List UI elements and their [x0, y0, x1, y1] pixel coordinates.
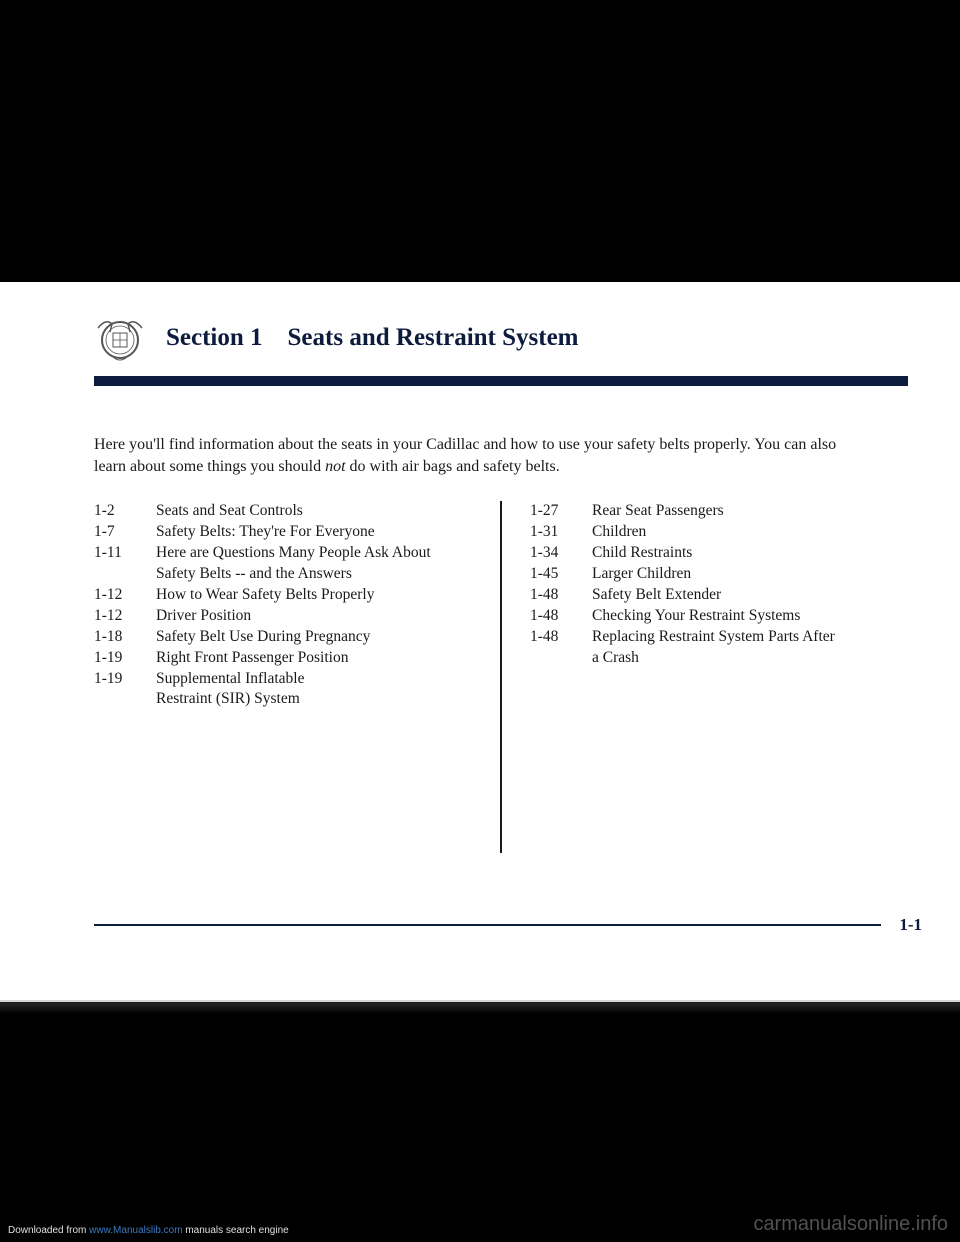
toc-entry: 1-48Safety Belt Extender [530, 585, 908, 606]
toc-entry: a Crash [530, 648, 908, 669]
toc-entry-title: Supplemental Inflatable [156, 669, 472, 690]
toc-entry-title: Safety Belts -- and the Answers [156, 564, 472, 585]
toc-entry: Restraint (SIR) System [94, 689, 472, 710]
toc-entry: 1-31Children [530, 522, 908, 543]
toc-entry: 1-45Larger Children [530, 564, 908, 585]
toc-entry-title: How to Wear Safety Belts Properly [156, 585, 472, 606]
cadillac-emblem-icon [94, 312, 146, 364]
toc-entry: 1-48Checking Your Restraint Systems [530, 606, 908, 627]
toc-page-ref: 1-48 [530, 606, 592, 627]
toc-left-column: 1-2Seats and Seat Controls1-7Safety Belt… [94, 501, 500, 853]
toc-entry-title: Children [592, 522, 908, 543]
toc-page-ref [530, 648, 592, 669]
toc-page-ref [94, 564, 156, 585]
toc-page-ref: 1-18 [94, 627, 156, 648]
download-attribution: Downloaded from www.Manualslib.com manua… [8, 1225, 289, 1236]
toc-entry-title: Safety Belt Extender [592, 585, 908, 606]
toc-entry-title: Child Restraints [592, 543, 908, 564]
toc-entry: 1-34Child Restraints [530, 543, 908, 564]
toc-entry-title: Seats and Seat Controls [156, 501, 472, 522]
toc-entry: 1-12Driver Position [94, 606, 472, 627]
toc-entry: 1-11Here are Questions Many People Ask A… [94, 543, 472, 564]
toc-entry: 1-27Rear Seat Passengers [530, 501, 908, 522]
toc-entry-title: Checking Your Restraint Systems [592, 606, 908, 627]
toc-page-ref: 1-12 [94, 585, 156, 606]
toc-entry: 1-19Supplemental Inflatable [94, 669, 472, 690]
toc-entry: 1-18Safety Belt Use During Pregnancy [94, 627, 472, 648]
toc-page-ref: 1-12 [94, 606, 156, 627]
toc-entry-title: Driver Position [156, 606, 472, 627]
toc-entry: 1-12How to Wear Safety Belts Properly [94, 585, 472, 606]
toc-entry-title: Rear Seat Passengers [592, 501, 908, 522]
toc-page-ref: 1-34 [530, 543, 592, 564]
toc-page-ref: 1-48 [530, 585, 592, 606]
section-header: Section 1 Seats and Restraint System [94, 312, 908, 364]
toc-entry-title: Safety Belt Use During Pregnancy [156, 627, 472, 648]
toc-entry-title: Larger Children [592, 564, 908, 585]
toc-page-ref: 1-2 [94, 501, 156, 522]
toc-entry-title: a Crash [592, 648, 908, 669]
toc-right-column: 1-27Rear Seat Passengers1-31Children1-34… [502, 501, 908, 853]
toc-entry: 1-2Seats and Seat Controls [94, 501, 472, 522]
header-divider-bar [94, 376, 908, 386]
watermark-text: carmanualsonline.info [753, 1213, 948, 1236]
toc-entry: Safety Belts -- and the Answers [94, 564, 472, 585]
page-number: 1-1 [881, 915, 922, 935]
table-of-contents: 1-2Seats and Seat Controls1-7Safety Belt… [94, 501, 908, 853]
toc-page-ref: 1-19 [94, 648, 156, 669]
toc-entry: 1-19Right Front Passenger Position [94, 648, 472, 669]
toc-entry-title: Right Front Passenger Position [156, 648, 472, 669]
toc-entry: 1-48Replacing Restraint System Parts Aft… [530, 627, 908, 648]
toc-page-ref: 1-31 [530, 522, 592, 543]
footer-rule [94, 924, 922, 926]
toc-page-ref: 1-45 [530, 564, 592, 585]
intro-paragraph: Here you'll find information about the s… [94, 434, 908, 477]
toc-entry: 1-7Safety Belts: They're For Everyone [94, 522, 472, 543]
toc-page-ref: 1-27 [530, 501, 592, 522]
page-edge-shadow [0, 1000, 960, 1014]
toc-entry-title: Here are Questions Many People Ask About [156, 543, 472, 564]
toc-page-ref: 1-7 [94, 522, 156, 543]
toc-page-ref: 1-48 [530, 627, 592, 648]
toc-entry-title: Restraint (SIR) System [156, 689, 472, 710]
section-title: Section 1 Seats and Restraint System [166, 324, 579, 352]
toc-page-ref [94, 689, 156, 710]
toc-entry-title: Safety Belts: They're For Everyone [156, 522, 472, 543]
toc-entry-title: Replacing Restraint System Parts After [592, 627, 908, 648]
toc-page-ref: 1-11 [94, 543, 156, 564]
manual-page: Section 1 Seats and Restraint System Her… [0, 282, 960, 1002]
toc-page-ref: 1-19 [94, 669, 156, 690]
